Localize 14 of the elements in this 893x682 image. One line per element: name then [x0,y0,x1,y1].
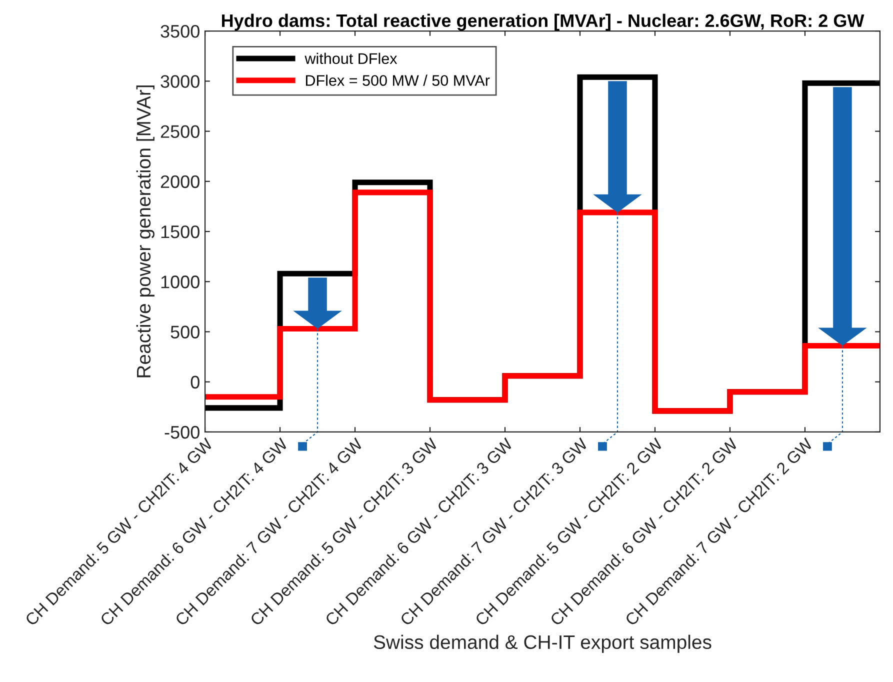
y-tick-label: 3500 [160,24,200,38]
y-axis-title: Reactive power generation [MVAr] [136,86,154,378]
y-tick-label: 2000 [160,175,200,188]
chart-title: Hydro dams: Total reactive generation [MVAr] - Nuclear: 2.6GW, RoR: 2 GW [222,14,864,31]
y-tick-label: 3000 [160,75,200,88]
legend-label: DFlex = 500 MW / 50 MVAr [306,74,490,86]
y-tick-label: -500 [164,426,200,439]
y-tick-label: 1000 [161,276,200,288]
y-tick-label: 1500 [161,225,200,238]
y-tick-label: 500 [170,326,200,338]
y-tick-label: 0 [190,376,200,389]
legend-label: without DFlex [304,52,398,64]
y-tick-label: 2500 [160,125,200,138]
x-axis-title: Swiss demand & CH-IT export samples [374,634,712,653]
